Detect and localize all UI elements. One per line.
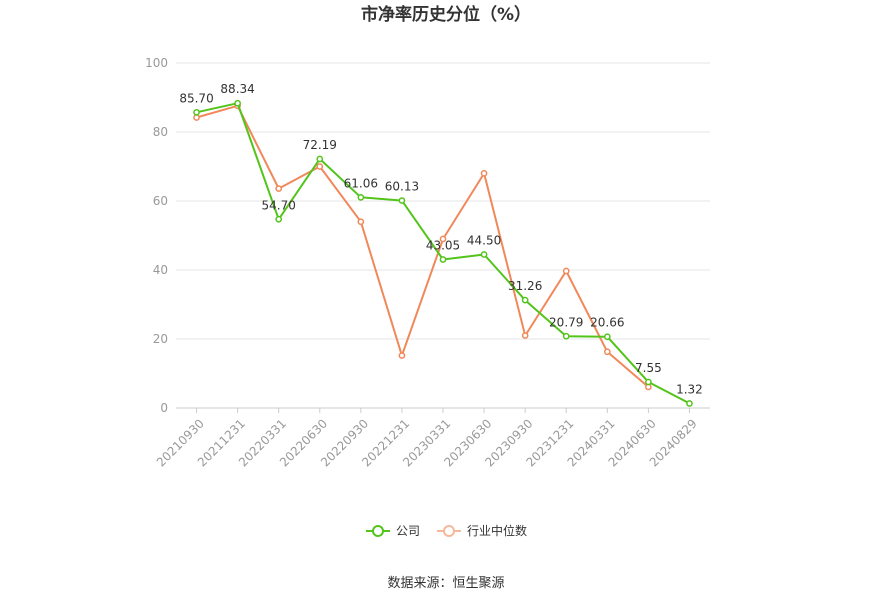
y-tick-label: 40 xyxy=(153,263,168,277)
data-point xyxy=(686,400,693,407)
data-point xyxy=(357,218,365,226)
y-tick-label: 100 xyxy=(145,56,168,70)
data-point xyxy=(193,114,200,121)
data-point xyxy=(398,352,406,359)
data-label: 31.26 xyxy=(508,279,542,293)
y-axis: 0 20 40 60 80 100 xyxy=(145,56,168,415)
data-label: 20.79 xyxy=(549,315,583,329)
data-point xyxy=(521,332,529,339)
data-point xyxy=(275,215,283,223)
legend-item: 行业中位数 xyxy=(437,523,527,538)
series-line-industry-median xyxy=(196,104,650,388)
legend: 公司 行业中位数 xyxy=(366,523,527,538)
data-point xyxy=(480,251,488,258)
legend-label: 公司 xyxy=(396,524,420,538)
data-point xyxy=(398,197,406,204)
y-tick-label: 20 xyxy=(153,332,168,346)
data-label: 44.50 xyxy=(467,233,501,247)
legend-marker xyxy=(443,525,455,537)
y-tick-label: 80 xyxy=(153,125,168,139)
data-label: 43.05 xyxy=(426,238,460,252)
y-tick-label: 0 xyxy=(160,401,168,415)
grid xyxy=(176,62,710,340)
legend-item: 公司 xyxy=(366,524,420,538)
data-label: 60.13 xyxy=(385,180,419,194)
series-layer xyxy=(193,99,693,407)
legend-marker xyxy=(372,525,384,537)
data-point xyxy=(234,99,241,107)
data-point xyxy=(603,333,611,341)
data-labels: 85.70 88.34 54.70 72.19 61.06 60.13 43.05 44.50… xyxy=(179,82,702,396)
chart-title: 市净率历史分位（%） xyxy=(361,4,531,25)
data-label: 85.70 xyxy=(179,91,213,105)
data-point xyxy=(562,332,570,340)
data-point xyxy=(193,108,200,116)
data-label: 1.32 xyxy=(676,382,703,396)
x-axis: 2021093020211231202203312022063020220930… xyxy=(154,407,710,470)
data-point xyxy=(357,193,365,201)
data-point xyxy=(275,185,283,192)
y-tick-label: 60 xyxy=(153,194,168,208)
data-label: 20.66 xyxy=(590,316,624,330)
data-label: 61.06 xyxy=(344,176,378,190)
data-label: 88.34 xyxy=(220,82,254,96)
data-point xyxy=(603,348,611,356)
data-point xyxy=(439,256,447,263)
data-point xyxy=(316,155,324,163)
data-point xyxy=(316,163,324,170)
source-text: 数据来源：恒生聚源 xyxy=(387,576,504,591)
data-point xyxy=(480,170,488,177)
data-label: 7.55 xyxy=(635,361,662,375)
data-point xyxy=(562,267,570,275)
legend-label: 行业中位数 xyxy=(467,523,527,538)
data-label: 72.19 xyxy=(303,138,337,152)
data-point xyxy=(521,296,529,304)
data-label: 54.70 xyxy=(262,198,296,212)
data-point xyxy=(439,235,447,243)
data-point xyxy=(645,378,652,386)
